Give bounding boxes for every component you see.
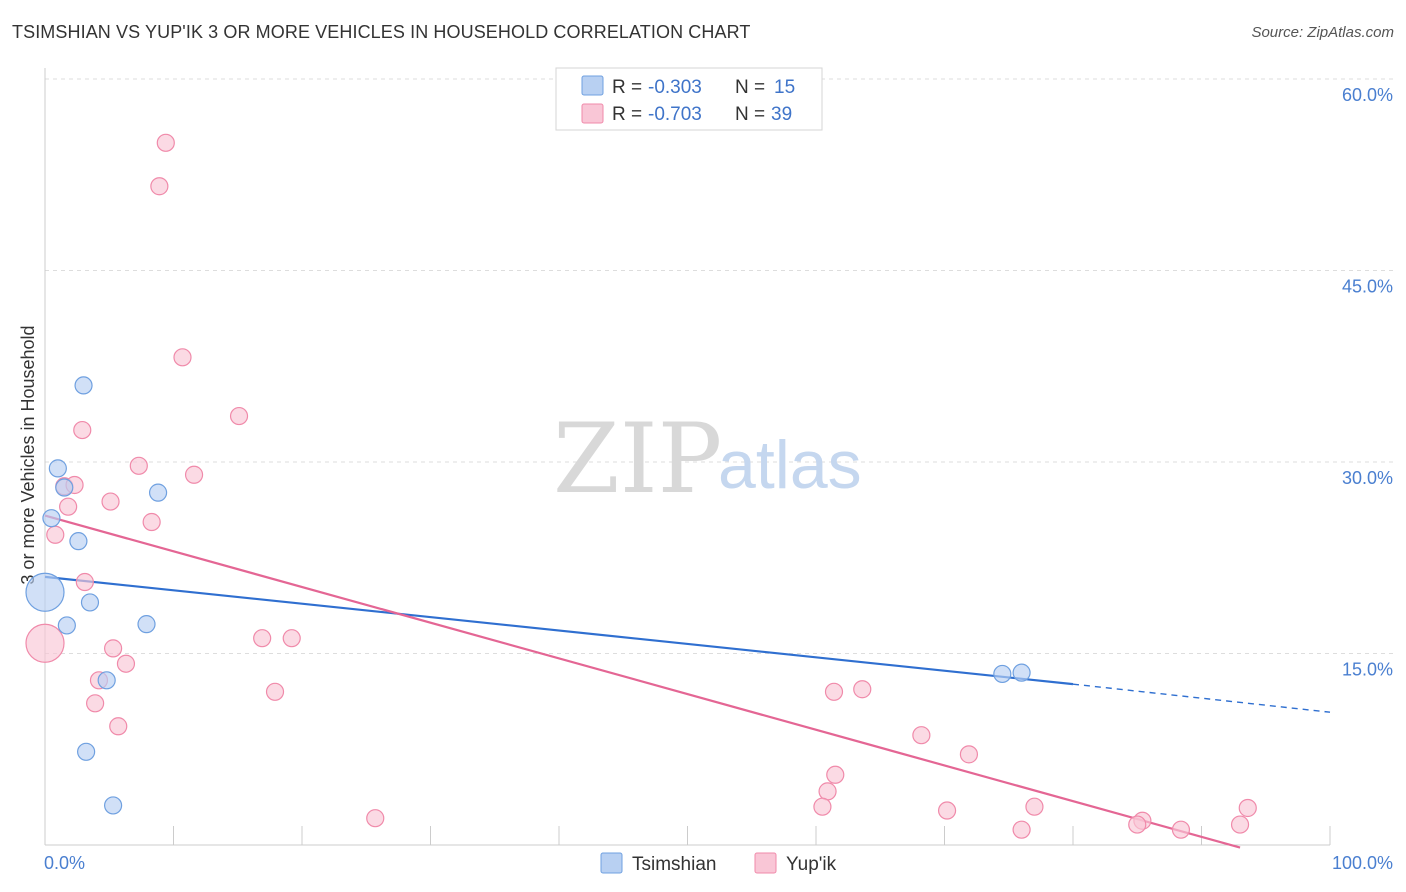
gridlines xyxy=(45,78,1393,654)
y-tick-label: 60.0% xyxy=(1342,85,1393,105)
point-yupik xyxy=(912,726,931,745)
point-tsimshian xyxy=(104,796,123,815)
trend-lines xyxy=(44,514,1331,849)
point-yupik xyxy=(142,512,161,532)
point-yupik xyxy=(937,801,957,820)
point-yupik xyxy=(150,177,169,196)
point-yupik xyxy=(59,497,78,516)
point-yupik xyxy=(813,797,832,816)
point-yupik xyxy=(101,492,120,511)
point-yupik xyxy=(253,629,272,648)
point-tsimshian xyxy=(148,483,168,502)
trend-line-yupik xyxy=(44,514,1241,849)
y-tick-labels: 15.0% 30.0% 45.0% 60.0% xyxy=(1342,85,1393,680)
point-tsimshian xyxy=(57,616,76,635)
point-yupik xyxy=(1171,820,1191,839)
legend-r-label-1: R = xyxy=(612,77,642,98)
legend-r-value-1: -0.303 xyxy=(648,77,702,98)
point-yupik xyxy=(959,745,979,764)
point-tsimshian xyxy=(48,459,67,478)
point-yupik xyxy=(1025,797,1044,816)
chart-title: TSIMSHIAN VS YUP'IK 3 OR MORE VEHICLES I… xyxy=(12,22,751,42)
point-yupik xyxy=(184,465,204,484)
watermark-zip: ZIP xyxy=(553,403,722,515)
y-tick-label: 15.0% xyxy=(1342,660,1393,680)
point-tsimshian xyxy=(1012,663,1031,682)
source-label: Source: ZipAtlas.com xyxy=(1251,24,1394,41)
point-yupik xyxy=(826,765,845,784)
x-tick-label-max: 100.0% xyxy=(1332,853,1393,873)
point-yupik xyxy=(1128,815,1147,834)
point-yupik xyxy=(1230,815,1250,834)
legend-r-value-2: -0.703 xyxy=(648,104,702,125)
legend-n-label-2: N = xyxy=(735,104,765,125)
point-tsimshian xyxy=(77,742,96,761)
legend-n-label-1: N = xyxy=(735,77,765,98)
point-yupik xyxy=(173,348,192,367)
legend-swatch-tsimshian xyxy=(581,75,604,96)
y-tick-label: 30.0% xyxy=(1342,468,1393,488)
legend-swatch-yupik xyxy=(581,103,604,124)
point-yupik xyxy=(229,406,249,426)
point-tsimshian xyxy=(42,509,61,528)
point-yupik xyxy=(366,809,385,828)
axes xyxy=(44,68,1331,846)
point-yupik xyxy=(265,682,285,701)
correlation-legend: R = -0.303 N = 15 R = -0.703 N = 39 xyxy=(555,67,823,131)
watermark-atlas: atlas xyxy=(718,427,862,503)
bottom-legend-tsimshian: Tsimshian xyxy=(632,854,716,875)
x-tick-label-min: 0.0% xyxy=(44,853,85,873)
point-yupik xyxy=(1012,820,1031,839)
point-yupik xyxy=(73,420,92,440)
trend-line-tsimshian-extension xyxy=(1072,683,1331,713)
data-points xyxy=(25,133,1257,839)
point-tsimshian xyxy=(25,572,65,612)
trend-line-tsimshian xyxy=(44,575,1074,686)
point-yupik xyxy=(1238,798,1257,818)
point-yupik xyxy=(156,133,175,152)
point-yupik xyxy=(824,682,844,701)
point-tsimshian xyxy=(97,671,116,690)
point-yupik xyxy=(129,456,148,475)
point-yupik xyxy=(75,572,94,592)
point-yupik xyxy=(46,525,65,544)
point-tsimshian xyxy=(137,615,156,634)
y-tick-label: 45.0% xyxy=(1342,277,1393,297)
point-yupik xyxy=(818,782,837,801)
legend-n-value-1: 15 xyxy=(774,77,795,98)
point-yupik xyxy=(109,717,128,736)
point-yupik xyxy=(853,680,872,699)
x-tick-labels: 0.0% 100.0% xyxy=(44,853,1393,873)
point-yupik xyxy=(104,639,123,658)
watermark: ZIP atlas xyxy=(553,403,862,515)
point-yupik xyxy=(86,694,105,713)
point-tsimshian xyxy=(80,593,100,612)
bottom-legend-swatch-tsimshian xyxy=(600,852,623,874)
point-tsimshian xyxy=(69,532,88,551)
bottom-legend-yupik: Yup'ik xyxy=(786,854,837,875)
legend-n-value-2: 39 xyxy=(771,104,792,125)
legend-r-label-2: R = xyxy=(612,104,642,125)
point-yupik xyxy=(116,654,136,673)
point-tsimshian xyxy=(74,376,93,395)
point-yupik xyxy=(25,623,65,663)
point-tsimshian xyxy=(55,478,74,497)
point-tsimshian xyxy=(993,664,1012,684)
series-legend: Tsimshian Yup'ik xyxy=(600,852,837,875)
point-yupik xyxy=(282,629,301,648)
y-axis-label: 3 or more Vehicles in Household xyxy=(18,325,38,584)
bottom-legend-swatch-yupik xyxy=(754,852,777,874)
